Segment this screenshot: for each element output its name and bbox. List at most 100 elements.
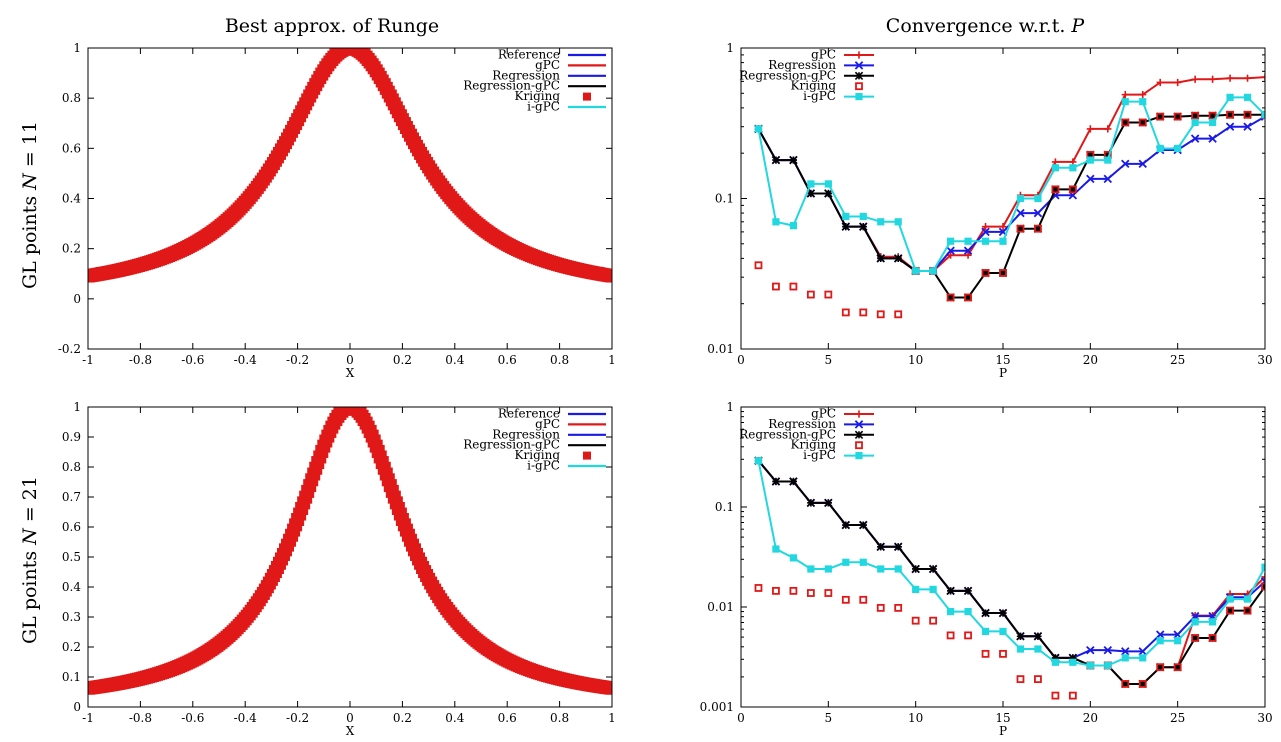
regression-gpc-point <box>806 189 816 198</box>
regression-gpc-point <box>1068 653 1078 663</box>
plot-frame <box>740 47 1266 350</box>
x-tick-label: 10 <box>908 353 923 367</box>
y-tick-label: 0.3 <box>62 610 81 624</box>
regression-gpc-point <box>841 520 850 530</box>
regression-point <box>1016 208 1025 218</box>
panel-convergence-n11: 0 5 10 15 20 25 30 0.01 0.1 1 PgPCRegressionRegres… <box>707 41 1272 380</box>
regression-gpc-point <box>1016 632 1025 641</box>
legend-label: Regression <box>492 427 560 441</box>
legend-label: Reference <box>498 407 560 421</box>
x-tick-label: 0.4 <box>445 711 464 725</box>
regression-gpc-point <box>1190 111 1200 120</box>
legend-marker <box>854 420 864 429</box>
i-gpc-point <box>789 554 797 562</box>
i-gpc-point <box>1139 654 1147 662</box>
regression-gpc-point <box>824 498 833 508</box>
regression-gpc-point <box>1138 679 1147 689</box>
regression-gpc-point <box>911 564 920 574</box>
y-tick-label: 0.4 <box>62 580 81 594</box>
kriging-point <box>1138 118 1147 127</box>
i-gpc-point <box>981 627 990 636</box>
legend-label: i-gPC <box>527 100 560 114</box>
kriging-point <box>999 649 1007 658</box>
legend-marker <box>855 410 863 418</box>
i-gpc-point <box>1121 98 1129 106</box>
i-gpc-point <box>999 237 1007 245</box>
i-gpc-point <box>842 558 850 566</box>
x-tick-label: 30 <box>1257 711 1272 725</box>
i-gpc-point <box>859 558 867 566</box>
x-tick-label: -0.8 <box>129 711 152 725</box>
x-axis-label: X <box>346 724 355 738</box>
y-tick-label: 0.8 <box>62 91 81 105</box>
i-gpc-point <box>964 607 972 616</box>
kriging-point <box>981 649 990 658</box>
legend-label: Kriging <box>791 438 837 452</box>
row-label-bottom: GL points N = 21 <box>19 476 41 644</box>
y-tick-label: 0.5 <box>62 550 81 564</box>
regression-point <box>1086 174 1095 184</box>
legend-label: Regression-gPC <box>739 68 836 82</box>
gpc-point <box>1104 125 1112 133</box>
legend-label: gPC <box>811 407 836 421</box>
x-tick-label: 0.8 <box>550 711 569 725</box>
x-tick-label: -0.2 <box>286 353 309 367</box>
x-tick-label: 10 <box>908 711 923 725</box>
gpc-point <box>964 251 972 259</box>
kriging-point <box>754 261 763 270</box>
legend-label: Regression-gPC <box>463 438 560 452</box>
legend-label: gPC <box>811 48 836 62</box>
y-tick-label: 0 <box>73 700 81 714</box>
kriging-point <box>1173 112 1182 121</box>
kriging-point <box>841 595 850 604</box>
x-tick-label: 20 <box>1083 711 1098 725</box>
kriging-point <box>876 310 885 319</box>
i-gpc-point <box>1174 144 1182 153</box>
legend-label: Regression-gPC <box>739 427 836 441</box>
regression-gpc-point <box>771 477 781 486</box>
regression-gpc-point <box>1121 679 1130 689</box>
regression-point <box>946 246 955 255</box>
gpc-point <box>999 223 1007 231</box>
regression-gpc-point <box>998 268 1008 278</box>
kriging-point <box>1208 111 1217 120</box>
gpc-point <box>1226 74 1234 82</box>
kriging-point <box>911 616 920 625</box>
kriging-point <box>772 586 780 595</box>
i-gpc-point <box>912 585 920 593</box>
i-gpc-point <box>981 237 990 245</box>
gpc-point <box>1156 78 1164 87</box>
i-gpc-point <box>1069 164 1077 172</box>
kriging-point <box>1191 634 1200 642</box>
regression-point <box>1225 122 1235 131</box>
y-tick-label: 0.1 <box>715 192 734 206</box>
regression-point <box>1155 630 1165 639</box>
legend-label: Reference <box>498 48 560 62</box>
regression-point <box>1033 208 1043 218</box>
i-gpc-point <box>1209 118 1217 127</box>
y-tick-label: 0.2 <box>62 242 81 256</box>
regression-gpc-point <box>1225 110 1235 119</box>
y-tick-label: 0.01 <box>707 342 734 356</box>
panel-approx-n21: -1 -0.8 -0.6 -0.4 -0.2 0 0.2 0.4 0.6 0.8 1 0 0.1 0.2 0… <box>62 400 616 738</box>
x-axis-label: P <box>999 366 1007 380</box>
legend-label: Kriging <box>515 89 561 103</box>
y-tick-label: 0.9 <box>62 430 81 444</box>
x-tick-label: 15 <box>995 353 1010 367</box>
i-gpc-point <box>877 218 885 226</box>
regression-gpc-point <box>963 293 973 302</box>
row-label-top: GL points N = 11 <box>19 121 41 289</box>
i-gpc-point <box>824 180 832 188</box>
kriging-point <box>1034 675 1042 684</box>
legend-marker <box>855 51 863 59</box>
regression-gpc-point <box>1208 633 1217 643</box>
i-gpc-point <box>1034 645 1042 653</box>
y-tick-label: 0.8 <box>62 460 81 474</box>
i-gpc-point <box>842 212 850 221</box>
panel-convergence-n21: 0 5 10 15 20 25 30 0.001 0.01 0.1 1 PgPCRegressionR… <box>700 400 1273 738</box>
i-gpc-point <box>999 627 1007 636</box>
gpc-point <box>1191 75 1199 83</box>
gpc-point <box>1086 125 1094 133</box>
plot-area <box>88 48 612 283</box>
